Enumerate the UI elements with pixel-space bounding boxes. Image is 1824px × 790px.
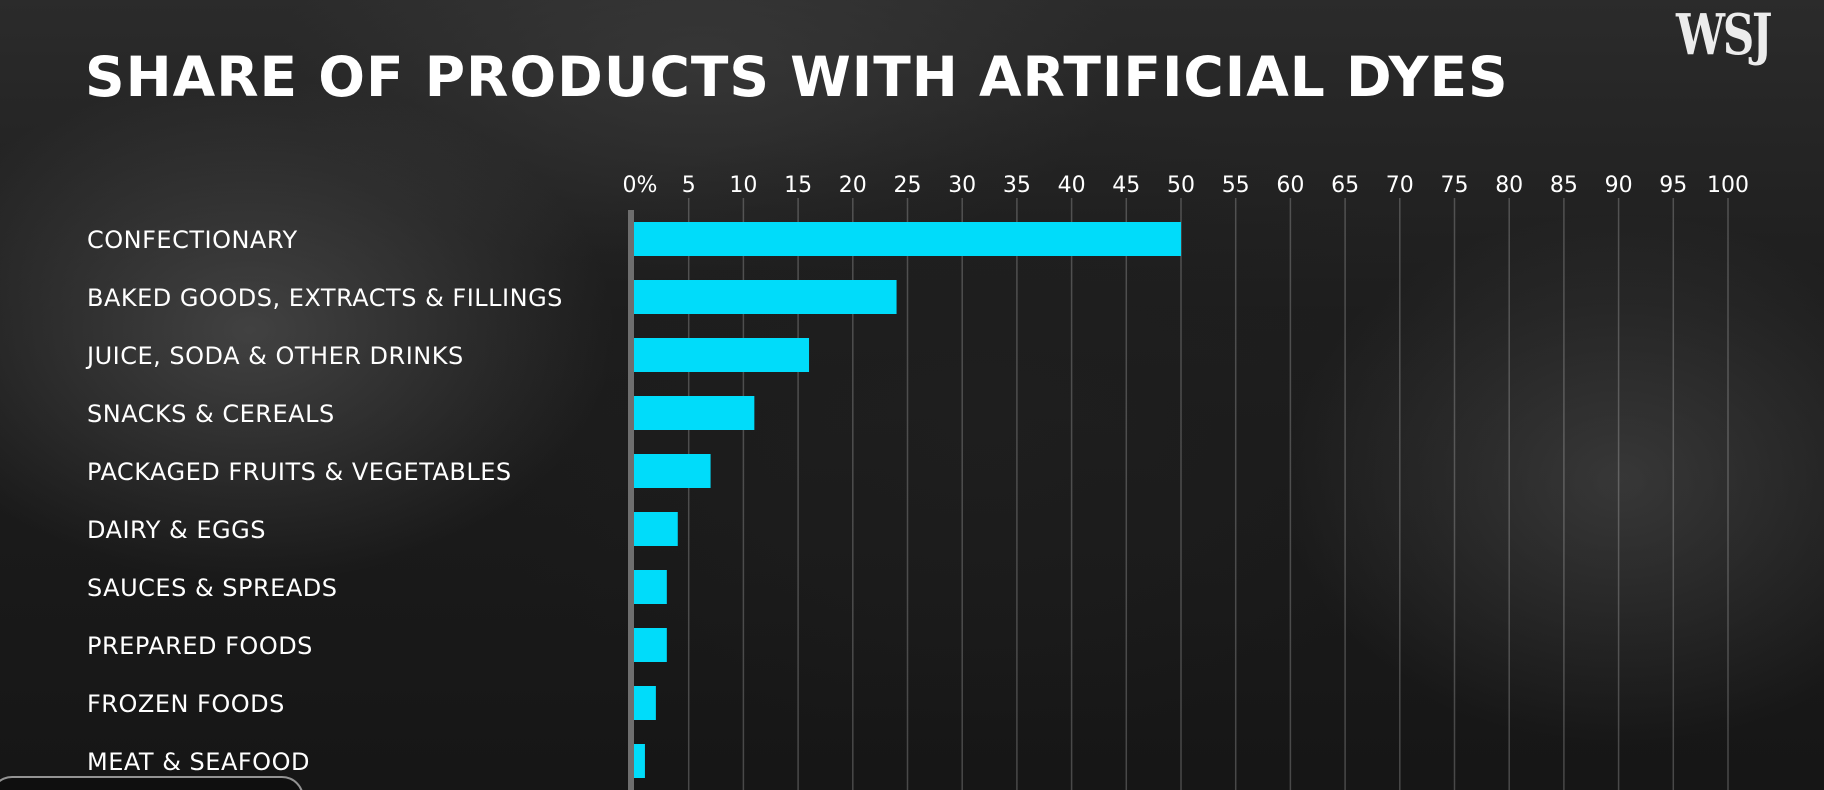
x-tick-label: 100 (1707, 173, 1749, 198)
x-tick-label: 65 (1331, 173, 1359, 198)
x-tick-label: 5 (682, 173, 696, 198)
x-tick-label: 50 (1167, 173, 1195, 198)
x-tick-label: 70 (1386, 173, 1414, 198)
x-tick-label: 15 (784, 173, 812, 198)
video-control-pill[interactable] (0, 776, 304, 790)
bar-snacks-cereals (634, 396, 755, 430)
category-label: PACKAGED FRUITS & VEGETABLES (87, 458, 512, 486)
wsj-logo: WSJ (1676, 2, 1773, 68)
bar-prepared-foods (634, 628, 667, 662)
x-tick-label: 40 (1058, 173, 1086, 198)
bar-sauces-spreads (634, 570, 667, 604)
bar-dairy-eggs (634, 512, 678, 546)
x-tick-label: 30 (948, 173, 976, 198)
category-labels: CONFECTIONARY BAKED GOODS, EXTRACTS & FIL… (85, 226, 563, 776)
x-tick-label: 55 (1222, 173, 1250, 198)
category-label: BAKED GOODS, EXTRACTS & FILLINGS (87, 284, 563, 312)
x-tick-label: 45 (1112, 173, 1140, 198)
x-tick-label: 80 (1495, 173, 1523, 198)
category-label: JUICE, SODA & OTHER DRINKS (85, 342, 464, 370)
bar-meat-seafood (634, 744, 645, 778)
x-tick-label: 25 (894, 173, 922, 198)
x-tick-label: 10 (729, 173, 757, 198)
axis-baseline (628, 210, 634, 790)
x-tick-label: 95 (1659, 173, 1687, 198)
x-axis-tick-labels: 0% 5 10 15 20 25 30 35 40 45 50 55 60 65 70 75 80 85 90 95 1… (623, 173, 1749, 198)
x-tick-label: 85 (1550, 173, 1578, 198)
category-label: CONFECTIONARY (87, 226, 298, 254)
x-tick-label: 60 (1276, 173, 1304, 198)
x-tick-label: 20 (839, 173, 867, 198)
bar-juice-soda-other-drinks (634, 338, 810, 372)
x-tick-label: 0% (623, 173, 658, 198)
bar-frozen-foods (634, 686, 656, 720)
x-tick-label: 35 (1003, 173, 1031, 198)
bars (634, 222, 1181, 778)
category-label: MEAT & SEAFOOD (87, 748, 310, 776)
category-label: DAIRY & EGGS (87, 516, 266, 544)
category-label: PREPARED FOODS (87, 632, 313, 660)
x-tick-label: 90 (1605, 173, 1633, 198)
chart-title: SHARE OF PRODUCTS WITH ARTIFICIAL DYES (85, 45, 1509, 109)
bar-confectionary (634, 222, 1181, 256)
category-label: SAUCES & SPREADS (87, 574, 337, 602)
x-tick-label: 75 (1441, 173, 1469, 198)
category-label: SNACKS & CEREALS (87, 400, 335, 428)
category-label: FROZEN FOODS (87, 690, 285, 718)
bar-packaged-fruits-vegetables (634, 454, 711, 488)
bar-baked-goods-extracts-fillings (634, 280, 897, 314)
